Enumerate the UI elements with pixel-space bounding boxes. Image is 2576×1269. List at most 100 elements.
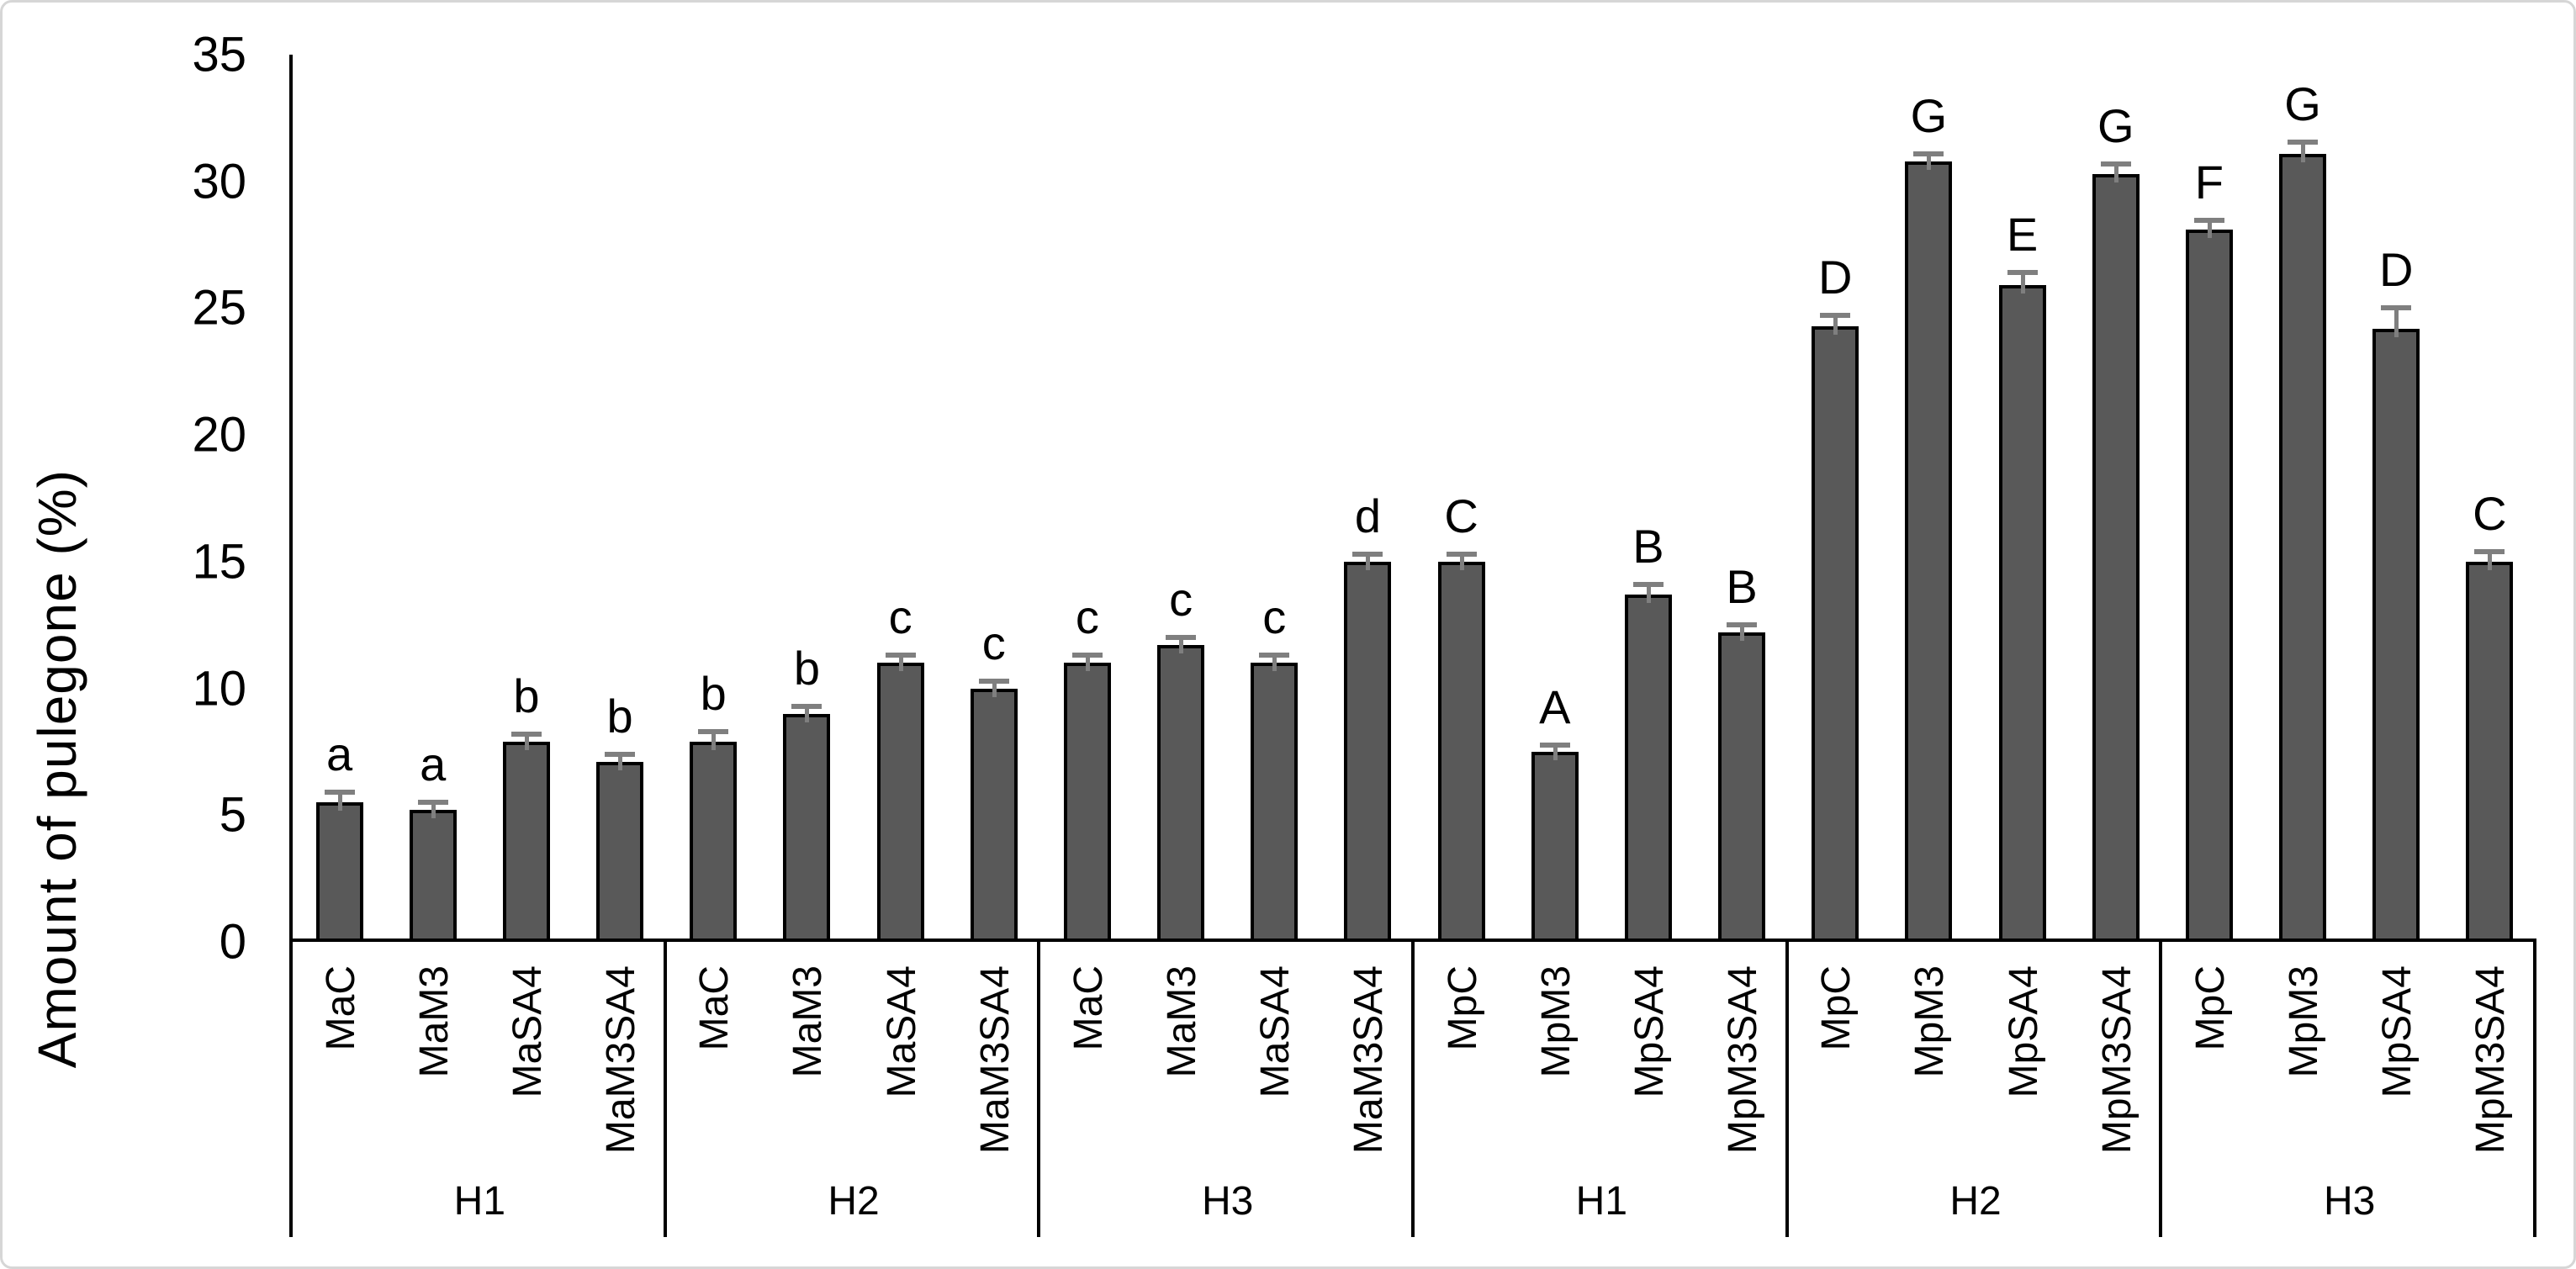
error-bar-line	[992, 680, 997, 697]
bar	[2279, 153, 2327, 942]
group-label: H3	[1201, 1179, 1254, 1224]
error-bar-line	[431, 802, 436, 819]
error-bar-cap	[1727, 622, 1758, 628]
category-label: MaM3	[785, 965, 831, 1078]
error-bar-cap	[698, 728, 729, 734]
bar	[783, 713, 831, 942]
category-label: MaM3SA4	[599, 965, 644, 1155]
error-bar-cap	[605, 751, 636, 757]
significance-letter: a	[420, 738, 447, 791]
error-bar-line	[1833, 315, 1838, 335]
category-label: MaC	[1066, 965, 1111, 1051]
error-bar-line	[1459, 553, 1464, 570]
category-label: MaM3	[1160, 965, 1205, 1078]
error-bar-cap	[1352, 551, 1383, 557]
y-tick-label: 10	[192, 661, 246, 716]
error-bar-line	[2020, 272, 2025, 294]
bar	[2092, 173, 2140, 942]
bar	[1905, 161, 1953, 942]
error-bar-cap	[1446, 551, 1477, 557]
error-bar-line	[1740, 625, 1745, 642]
group-label: H3	[2323, 1179, 2376, 1224]
bar	[1437, 561, 1485, 942]
bar	[1718, 632, 1766, 942]
error-bar-cap	[978, 678, 1009, 684]
bar	[1063, 663, 1111, 942]
bar	[1251, 663, 1299, 942]
significance-letter: D	[1818, 251, 1853, 304]
error-bar-cap	[1071, 653, 1103, 658]
category-label: MpM3	[1907, 965, 1953, 1078]
category-label: MaSA4	[879, 965, 924, 1098]
error-bar-line	[2207, 220, 2212, 238]
error-bar-line	[2394, 308, 2399, 337]
significance-letter: G	[1910, 88, 1948, 142]
x-axis-line	[289, 939, 2536, 942]
bar	[1624, 595, 1672, 942]
category-label: MpM3SA4	[2468, 965, 2514, 1155]
error-bar-line	[1366, 553, 1371, 570]
bar	[596, 761, 644, 942]
error-bar-cap	[2193, 218, 2224, 224]
significance-letter: B	[1726, 560, 1758, 614]
category-label: MaSA4	[505, 965, 550, 1098]
error-bar-cap	[510, 731, 542, 737]
category-label: MaSA4	[1253, 965, 1299, 1098]
error-bar-line	[1646, 584, 1651, 604]
group-separator-line	[663, 942, 667, 1237]
group-separator-line	[1037, 942, 1041, 1237]
bar	[2185, 229, 2233, 942]
error-bar-line	[337, 792, 342, 812]
category-label: MaC	[318, 965, 363, 1051]
significance-letter: G	[2097, 98, 2134, 152]
error-bar-cap	[324, 790, 355, 796]
error-bar-line	[2113, 163, 2118, 182]
category-label: MaM3	[411, 965, 457, 1078]
error-bar-line	[1272, 655, 1277, 672]
error-bar-line	[1927, 153, 1932, 170]
category-label: MpC	[2187, 965, 2233, 1051]
category-label: MpM3	[2282, 965, 2327, 1078]
error-bar-cap	[1259, 653, 1290, 658]
significance-letter: B	[1632, 519, 1664, 573]
category-label: MaC	[692, 965, 738, 1051]
bar	[1157, 645, 1205, 942]
error-bar-cap	[1820, 313, 1851, 319]
group-separator-line	[2533, 942, 2536, 1237]
y-tick-label: 30	[192, 154, 246, 209]
significance-letter: c	[1169, 573, 1193, 627]
significance-letter: c	[981, 616, 1006, 669]
category-label: MaM3SA4	[1346, 965, 1392, 1155]
bar	[1344, 561, 1392, 942]
group-separator-line	[289, 942, 293, 1237]
significance-letter: D	[2379, 243, 2414, 297]
significance-letter: E	[2006, 208, 2039, 262]
error-bar-cap	[791, 703, 823, 709]
bar	[315, 802, 363, 942]
significance-letter: b	[513, 669, 540, 722]
category-label: MpM3	[1533, 965, 1579, 1078]
error-bar-cap	[885, 653, 916, 658]
significance-letter: C	[2473, 486, 2507, 540]
significance-letter: c	[888, 590, 912, 644]
y-tick-label: 5	[219, 787, 246, 843]
category-label: MpM3SA4	[1721, 965, 1766, 1155]
bar	[970, 688, 1018, 942]
error-bar-cap	[1539, 743, 1570, 748]
y-tick-label: 35	[192, 27, 246, 82]
error-bar-cap	[417, 800, 448, 806]
y-axis-line	[289, 55, 293, 942]
category-label: MpSA4	[2375, 965, 2420, 1098]
category-label: MpSA4	[2001, 965, 2046, 1098]
bar	[1998, 285, 2046, 942]
error-bar-line	[524, 733, 529, 750]
error-bar-line	[618, 753, 623, 770]
error-bar-cap	[2381, 305, 2412, 311]
error-bar-line	[1085, 655, 1090, 672]
error-bar-cap	[2474, 548, 2505, 554]
bar	[1531, 751, 1579, 942]
error-bar-line	[2301, 141, 2306, 162]
category-label: MpSA4	[1627, 965, 1672, 1098]
error-bar-line	[898, 655, 903, 672]
